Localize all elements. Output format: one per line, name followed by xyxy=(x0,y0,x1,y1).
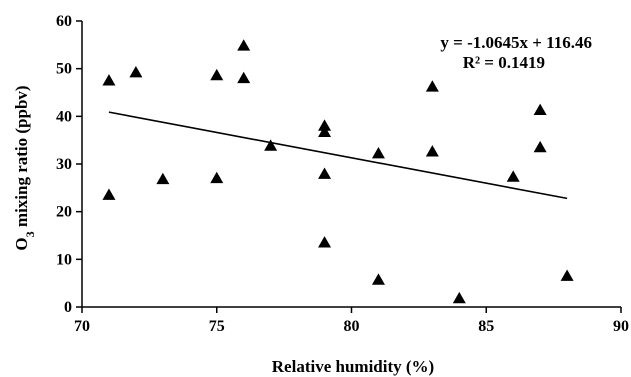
data-point xyxy=(318,236,332,248)
data-point xyxy=(210,171,224,184)
data-point xyxy=(371,273,385,285)
data-point xyxy=(102,188,116,200)
y-tick-label: 10 xyxy=(56,251,72,268)
data-point xyxy=(264,139,278,151)
y-tick-label: 40 xyxy=(56,108,72,125)
data-point xyxy=(237,39,251,51)
y-tick-label: 0 xyxy=(64,299,72,316)
y-axis-label-rest: mixing ratio (ppbv) xyxy=(12,85,31,231)
data-point xyxy=(425,145,439,157)
x-tick-label: 70 xyxy=(74,318,90,335)
trendline-equation: y = -1.0645x + 116.46 xyxy=(440,33,592,52)
data-point xyxy=(129,65,143,78)
y-axis-label-main: O xyxy=(12,237,31,250)
y-axis-label: O3 mixing ratio (ppbv) xyxy=(12,85,37,250)
data-point xyxy=(318,125,332,137)
x-axis-ticks: 70 75 80 85 90 xyxy=(74,307,629,335)
data-point xyxy=(318,119,332,131)
data-point xyxy=(560,269,574,281)
x-tick-label: 75 xyxy=(209,318,225,335)
data-point xyxy=(425,80,439,92)
data-point xyxy=(102,74,116,86)
data-point xyxy=(506,170,520,182)
x-axis-label: Relative humidity (%) xyxy=(272,357,434,376)
data-point xyxy=(452,291,466,304)
x-tick-label: 85 xyxy=(478,318,494,335)
y-axis-ticks: 0 10 20 30 40 50 60 xyxy=(56,13,82,316)
r-squared-label: R² = 0.1419 xyxy=(463,53,545,72)
y-tick-label: 30 xyxy=(56,156,72,173)
data-point xyxy=(533,103,547,116)
trendline xyxy=(108,111,568,200)
data-point xyxy=(318,167,332,179)
data-point xyxy=(210,68,224,81)
x-tick-label: 90 xyxy=(613,318,629,335)
data-point xyxy=(156,172,170,185)
y-axis-label-sub: 3 xyxy=(23,231,37,237)
data-point xyxy=(237,71,251,84)
plot-area: 70 75 80 85 90 0 10 20 30 40 50 60 xyxy=(56,13,629,335)
data-point xyxy=(371,147,385,159)
data-point xyxy=(533,140,547,153)
x-tick-label: 80 xyxy=(344,318,360,335)
y-tick-label: 60 xyxy=(56,13,72,30)
data-points xyxy=(102,39,574,304)
y-tick-label: 20 xyxy=(56,204,72,221)
y-tick-label: 50 xyxy=(56,61,72,78)
